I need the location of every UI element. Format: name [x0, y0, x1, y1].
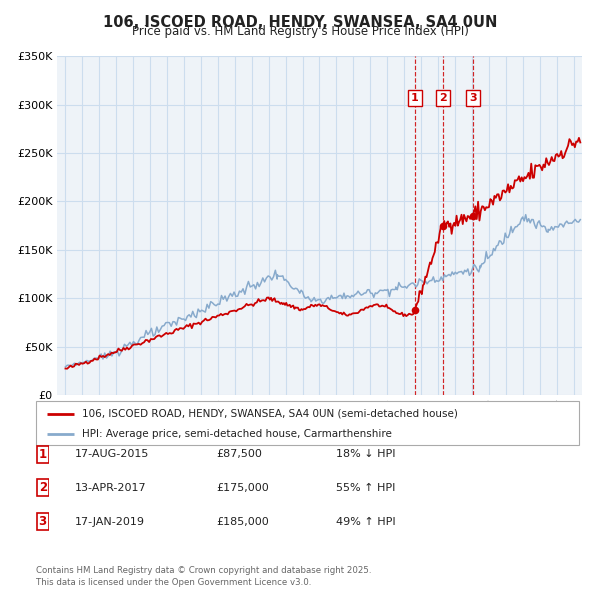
Text: Contains HM Land Registry data © Crown copyright and database right 2025.
This d: Contains HM Land Registry data © Crown c… — [36, 566, 371, 587]
Text: 18% ↓ HPI: 18% ↓ HPI — [336, 450, 395, 459]
Text: £185,000: £185,000 — [216, 517, 269, 526]
Text: 106, ISCOED ROAD, HENDY, SWANSEA, SA4 0UN: 106, ISCOED ROAD, HENDY, SWANSEA, SA4 0U… — [103, 15, 497, 30]
Text: 13-APR-2017: 13-APR-2017 — [75, 483, 146, 493]
Text: HPI: Average price, semi-detached house, Carmarthenshire: HPI: Average price, semi-detached house,… — [82, 430, 392, 440]
Text: 1: 1 — [38, 448, 47, 461]
Text: 1: 1 — [411, 93, 419, 103]
Text: 17-AUG-2015: 17-AUG-2015 — [75, 450, 149, 459]
Text: 55% ↑ HPI: 55% ↑ HPI — [336, 483, 395, 493]
Text: 49% ↑ HPI: 49% ↑ HPI — [336, 517, 395, 526]
Text: 2: 2 — [38, 481, 47, 494]
Text: Price paid vs. HM Land Registry's House Price Index (HPI): Price paid vs. HM Land Registry's House … — [131, 25, 469, 38]
FancyBboxPatch shape — [36, 401, 579, 445]
Text: 2: 2 — [439, 93, 447, 103]
FancyBboxPatch shape — [37, 513, 49, 530]
FancyBboxPatch shape — [37, 480, 49, 496]
Text: 3: 3 — [469, 93, 476, 103]
Text: £175,000: £175,000 — [216, 483, 269, 493]
Text: 17-JAN-2019: 17-JAN-2019 — [75, 517, 145, 526]
Text: £87,500: £87,500 — [216, 450, 262, 459]
FancyBboxPatch shape — [37, 446, 49, 463]
Text: 3: 3 — [38, 515, 47, 528]
Text: 106, ISCOED ROAD, HENDY, SWANSEA, SA4 0UN (semi-detached house): 106, ISCOED ROAD, HENDY, SWANSEA, SA4 0U… — [82, 409, 458, 418]
